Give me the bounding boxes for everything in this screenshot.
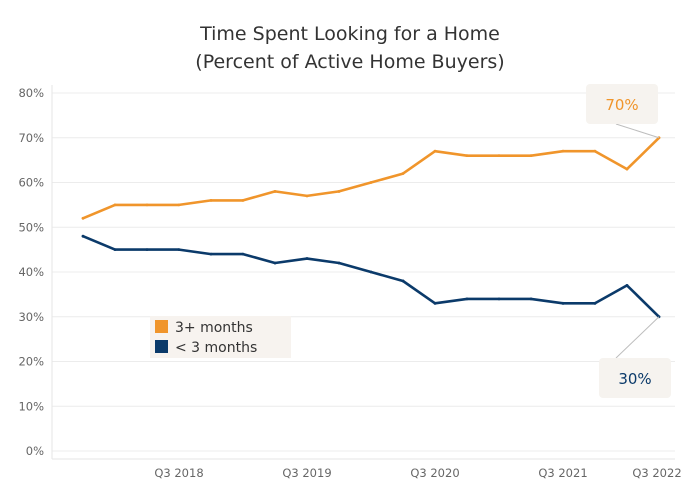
x-axis: Q3 2018 Q3 2019 Q3 2020 Q3 2021 Q3 2022 xyxy=(154,466,681,480)
data-point xyxy=(337,190,341,193)
y-tick-label: 60% xyxy=(18,176,44,190)
legend-swatch xyxy=(155,340,168,353)
data-point xyxy=(273,261,277,265)
data-point xyxy=(401,172,405,175)
data-point xyxy=(369,270,373,274)
data-point xyxy=(273,190,277,193)
data-point xyxy=(177,203,181,207)
data-point xyxy=(177,248,181,252)
data-point xyxy=(497,154,501,158)
data-point xyxy=(561,149,565,153)
y-tick-label: 30% xyxy=(18,310,44,324)
chart-subtitle: (Percent of Active Home Buyers) xyxy=(195,51,504,73)
legend: 3+ months < 3 months xyxy=(150,316,291,358)
data-point xyxy=(241,252,245,256)
x-tick-label: Q3 2020 xyxy=(410,466,459,480)
data-point xyxy=(145,248,149,252)
data-point xyxy=(401,279,405,283)
data-point xyxy=(145,203,149,207)
data-point xyxy=(305,257,309,260)
x-tick-label: Q3 2021 xyxy=(538,466,587,480)
x-tick-label: Q3 2018 xyxy=(154,466,203,480)
data-point xyxy=(81,216,85,220)
callout-value: 30% xyxy=(618,370,651,388)
data-point xyxy=(433,301,437,305)
chart-title: Time Spent Looking for a Home xyxy=(199,23,500,45)
callout-leader xyxy=(615,316,660,359)
data-point xyxy=(497,297,501,301)
series-line-three-plus-months xyxy=(81,136,661,220)
y-tick-label: 70% xyxy=(18,131,44,145)
series-lines xyxy=(81,136,661,319)
callout-value: 70% xyxy=(605,96,638,114)
data-point xyxy=(465,297,469,301)
data-point xyxy=(113,248,117,252)
data-point xyxy=(625,284,629,287)
gridlines xyxy=(51,85,675,460)
legend-label: 3+ months xyxy=(175,320,253,336)
x-tick-label: Q3 2022 xyxy=(632,466,681,480)
y-tick-label: 20% xyxy=(18,355,44,369)
data-point xyxy=(593,149,597,153)
data-point xyxy=(113,203,117,207)
y-tick-label: 50% xyxy=(18,220,44,234)
data-point xyxy=(209,252,213,256)
callout-box xyxy=(599,358,671,398)
callout-box xyxy=(586,84,658,124)
data-point xyxy=(369,181,373,184)
data-point xyxy=(561,301,565,305)
y-tick-label: 0% xyxy=(26,444,44,458)
data-point xyxy=(305,194,309,198)
legend-box xyxy=(150,316,291,358)
data-point xyxy=(529,154,533,158)
data-point xyxy=(81,234,85,238)
data-point xyxy=(209,199,213,202)
data-point xyxy=(433,149,437,153)
y-tick-label: 40% xyxy=(18,265,44,279)
data-point xyxy=(625,167,629,171)
data-point xyxy=(241,199,245,202)
y-tick-label: 80% xyxy=(18,86,44,100)
callout-leader xyxy=(615,123,660,139)
end-value-callouts: 70% 30% xyxy=(586,84,671,398)
data-point xyxy=(593,301,597,305)
data-point xyxy=(465,154,469,158)
x-tick-label: Q3 2019 xyxy=(282,466,331,480)
y-tick-label: 10% xyxy=(18,399,44,413)
legend-label: < 3 months xyxy=(175,340,257,356)
series-line-under-three-months xyxy=(81,234,661,319)
legend-swatch xyxy=(155,320,168,333)
data-point xyxy=(337,261,341,265)
y-axis: 0% 10% 20% 30% 40% 50% 60% 70% 80% xyxy=(18,86,44,458)
data-point xyxy=(529,297,533,301)
